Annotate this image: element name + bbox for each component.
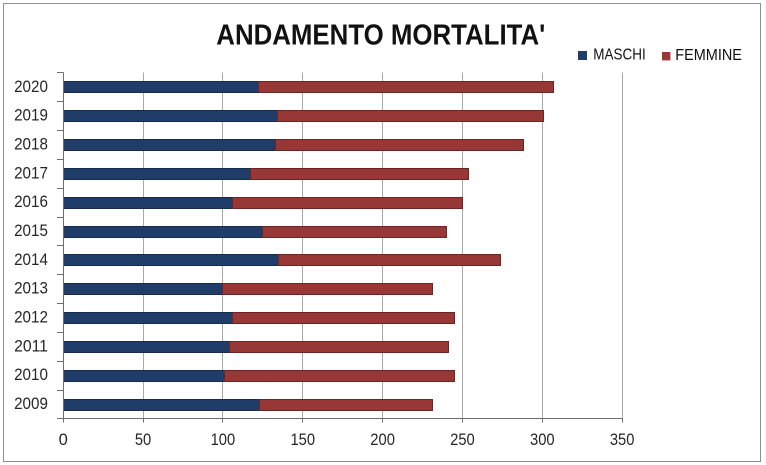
svg-text:0: 0 [59, 431, 68, 449]
svg-text:FEMMINE: FEMMINE [675, 47, 742, 64]
svg-text:2011: 2011 [14, 337, 48, 355]
svg-text:MASCHI: MASCHI [593, 47, 645, 64]
svg-text:2020: 2020 [14, 78, 48, 96]
svg-text:2019: 2019 [14, 107, 48, 125]
svg-text:2009: 2009 [14, 395, 48, 413]
svg-text:ANDAMENTO MORTALITA': ANDAMENTO MORTALITA' [216, 20, 545, 52]
svg-text:2015: 2015 [14, 222, 48, 240]
svg-text:2018: 2018 [14, 135, 48, 153]
svg-text:2017: 2017 [14, 164, 48, 182]
svg-text:150: 150 [290, 431, 315, 449]
svg-text:50: 50 [135, 431, 151, 449]
svg-text:2016: 2016 [14, 193, 48, 211]
svg-text:200: 200 [370, 431, 395, 449]
svg-text:2010: 2010 [14, 366, 48, 384]
svg-text:250: 250 [450, 431, 475, 449]
svg-text:2012: 2012 [14, 308, 48, 326]
svg-text:350: 350 [610, 431, 635, 449]
svg-text:300: 300 [530, 431, 555, 449]
svg-text:100: 100 [211, 431, 236, 449]
svg-text:2013: 2013 [14, 280, 48, 298]
svg-text:2014: 2014 [14, 251, 48, 269]
